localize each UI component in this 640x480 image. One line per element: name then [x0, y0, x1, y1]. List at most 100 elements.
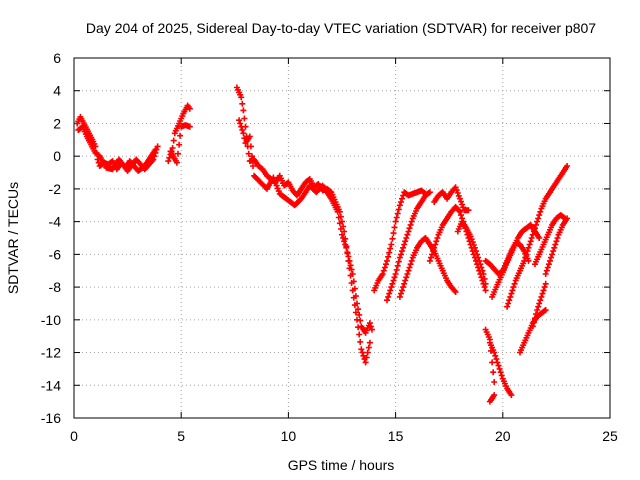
data-point: [533, 221, 539, 228]
data-point: [453, 187, 460, 194]
data-point: [245, 150, 252, 157]
y-tick-label: -10: [41, 312, 61, 328]
data-point: [347, 262, 354, 269]
plot-frame: [73, 57, 611, 419]
data-point: [496, 365, 503, 372]
data-point: [389, 280, 396, 287]
data-point: [341, 238, 348, 245]
data-point: [454, 190, 461, 196]
data-point: [150, 156, 157, 163]
data-point: [537, 297, 544, 304]
data-point: [475, 254, 482, 261]
data-point: [452, 289, 459, 295]
data-point: [533, 311, 539, 318]
x-tick-label: 10: [281, 428, 297, 444]
data-point: [536, 300, 543, 307]
data-point: [432, 241, 439, 248]
data-point: [456, 208, 463, 215]
data-point: [341, 228, 348, 235]
data-point: [408, 218, 415, 225]
data-point: [547, 257, 553, 264]
data-point: [152, 149, 159, 156]
data-point: [388, 284, 395, 291]
data-point: [239, 100, 246, 107]
y-tick-label: -2: [49, 181, 62, 197]
data-point: [429, 251, 435, 258]
data-point: [366, 339, 373, 346]
data-point: [186, 123, 193, 130]
data-point: [469, 239, 476, 246]
data-point: [478, 264, 485, 271]
data-point: [349, 271, 356, 277]
data-point: [523, 251, 530, 258]
data-point: [553, 238, 560, 245]
data-point: [404, 271, 411, 277]
data-point: [393, 214, 400, 221]
data-point: [526, 241, 533, 248]
y-tick-label: -6: [49, 246, 62, 262]
data-point: [529, 231, 536, 238]
data-point: [407, 261, 414, 268]
data-point: [541, 284, 548, 291]
data-point: [489, 359, 496, 366]
data-point: [482, 280, 489, 287]
data-point: [186, 105, 193, 112]
data-point: [527, 238, 534, 245]
x-axis-label: GPS time / hours: [288, 457, 395, 473]
data-point: [405, 228, 412, 235]
data-point: [240, 130, 247, 137]
data-point: [405, 267, 412, 274]
data-point: [345, 253, 352, 260]
data-point: [151, 153, 158, 160]
data-point: [542, 271, 549, 277]
data-point: [540, 287, 547, 294]
data-point: [391, 224, 398, 231]
data-point: [473, 248, 479, 255]
x-tick-label: 20: [495, 428, 511, 444]
data-point: [494, 359, 501, 366]
data-point: [357, 338, 364, 345]
data-point: [491, 349, 498, 356]
data-point: [395, 206, 402, 213]
data-point: [398, 199, 404, 205]
data-point: [528, 235, 535, 241]
data-point: [352, 293, 359, 300]
data-point: [506, 297, 513, 304]
data-point: [534, 218, 541, 225]
data-point: [360, 352, 367, 359]
data-point: [351, 285, 358, 292]
data-point: [489, 395, 496, 402]
data-point: [498, 372, 505, 379]
data-point: [458, 198, 464, 205]
y-tick-label: -8: [49, 279, 62, 295]
data-point: [367, 323, 374, 330]
data-point: [339, 231, 345, 238]
data-point: [381, 264, 388, 271]
data-point: [471, 244, 478, 251]
data-point: [403, 274, 410, 281]
data-point: [357, 317, 364, 324]
data-point: [521, 257, 528, 264]
data-point: [564, 215, 571, 222]
data-point: [385, 253, 392, 260]
data-point: [396, 202, 403, 209]
data-point: [480, 271, 487, 277]
data-point: [552, 241, 559, 248]
data-point: [394, 210, 401, 217]
data-point: [237, 120, 244, 127]
data-point: [402, 238, 409, 245]
data-point: [170, 137, 177, 144]
data-point: [354, 316, 360, 323]
data-point: [356, 311, 363, 318]
data-point: [238, 94, 245, 101]
data-point: [551, 244, 558, 251]
data-point: [383, 261, 389, 268]
x-tick-label: 5: [177, 428, 185, 444]
data-point: [396, 254, 403, 261]
data-point: [508, 392, 515, 399]
data-point: [465, 207, 472, 214]
data-points: [74, 84, 571, 405]
data-point: [169, 145, 176, 151]
data-point: [396, 293, 403, 300]
data-point: [358, 346, 365, 353]
